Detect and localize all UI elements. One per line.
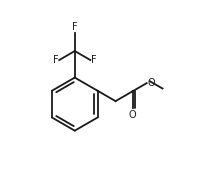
Text: F: F bbox=[91, 55, 97, 65]
Text: O: O bbox=[129, 110, 136, 120]
Text: O: O bbox=[148, 78, 155, 88]
Text: F: F bbox=[72, 22, 78, 32]
Text: F: F bbox=[53, 55, 58, 65]
